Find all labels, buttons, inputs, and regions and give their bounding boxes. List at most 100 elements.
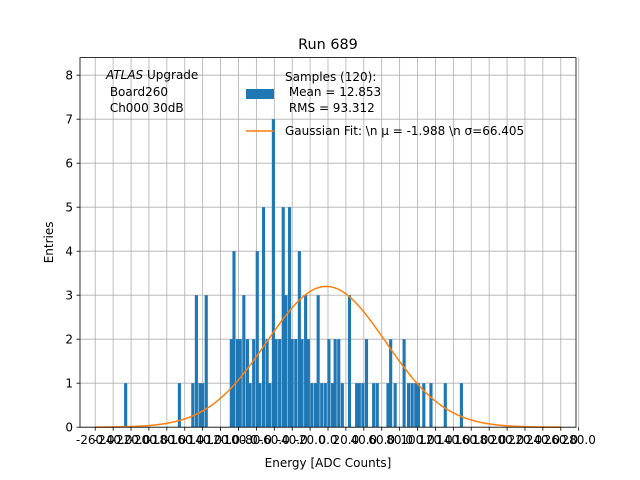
legend-fit-label: Gaussian Fit: \n μ = -1.988 \n σ=66.405	[285, 124, 524, 138]
legend: Samples (120): Mean = 12.853 RMS = 93.31…	[246, 70, 524, 138]
histogram-bars	[124, 119, 463, 428]
atlas-word: ATLAS	[105, 68, 144, 82]
x-tick-label: -240.0	[94, 433, 133, 447]
histogram-bar	[310, 383, 314, 428]
x-tick-label: -180.0	[148, 433, 187, 447]
histogram-bar	[287, 207, 292, 428]
histogram-bar	[416, 383, 420, 428]
histogram-bar	[258, 383, 262, 428]
histogram-bar	[364, 339, 369, 428]
histogram-bar	[242, 295, 246, 428]
histogram-bar	[389, 339, 393, 428]
histogram-bar	[357, 383, 361, 428]
legend-samples-patch	[246, 89, 274, 99]
y-tick-label: 8	[65, 69, 73, 83]
histogram-bar	[204, 295, 208, 428]
histogram-bar	[177, 383, 181, 428]
histogram-bar	[265, 339, 269, 428]
y-tick-label: 4	[65, 245, 73, 259]
x-tick-label: 0.0	[318, 433, 337, 447]
histogram-bar	[268, 383, 272, 428]
chart-title: Run 689	[298, 37, 358, 53]
histogram-bar	[361, 383, 365, 428]
histogram-bar	[229, 339, 233, 428]
atlas-annotation: ATLAS Upgrade Board260 Ch000 30dB	[105, 68, 198, 115]
histogram-bar	[410, 383, 414, 428]
legend-samples-line-1: Samples (120):	[285, 70, 376, 84]
histogram-bar	[372, 383, 376, 428]
x-tick-label: 20.0	[333, 433, 360, 447]
histogram-bar	[198, 383, 202, 428]
histogram-bar	[201, 383, 205, 428]
histogram-bar	[347, 295, 352, 428]
x-tick-label: 280.0	[562, 433, 596, 447]
histogram-bar	[393, 383, 397, 428]
atlas-annotation-line-3: Ch000 30dB	[106, 101, 184, 115]
y-axis-ticks: 0 1 2 3 4 5 6 7 8	[65, 69, 80, 435]
x-axis-label: Energy [ADC Counts]	[265, 456, 392, 470]
legend-samples-line-2: Mean = 12.853	[285, 85, 381, 99]
x-tick-label: 140.0	[436, 433, 470, 447]
gaussian-fit-line	[95, 285, 561, 428]
histogram-bar	[316, 295, 320, 428]
histogram-bar	[402, 339, 406, 428]
atlas-annotation-line-2: Board260	[106, 85, 168, 99]
histogram-bar	[238, 339, 242, 428]
histogram-bar	[459, 383, 463, 428]
x-tick-label: 120.0	[418, 433, 452, 447]
histogram-bar	[323, 383, 327, 428]
x-tick-label: 200.0	[490, 433, 524, 447]
histogram-bar	[194, 295, 198, 428]
histogram-bar	[320, 383, 324, 428]
y-tick-label: 5	[65, 201, 73, 215]
histogram-bar	[407, 383, 411, 428]
x-tick-label: 220.0	[508, 433, 542, 447]
histogram-bar	[429, 383, 433, 428]
histogram-bar	[443, 383, 447, 428]
histogram-bar	[284, 295, 288, 428]
histogram-bar	[278, 339, 282, 428]
x-tick-label: -260.0	[76, 433, 115, 447]
x-tick-label: -120.0	[201, 433, 240, 447]
y-tick-label: 2	[65, 333, 73, 347]
histogram-bar	[330, 383, 335, 428]
histogram-bar	[274, 339, 278, 428]
x-tick-label: -200.0	[130, 433, 169, 447]
histogram-bar	[355, 383, 359, 428]
x-tick-label: 40.0	[350, 433, 377, 447]
y-axis-label: Entries	[42, 222, 56, 264]
histogram-bar	[297, 251, 301, 428]
histogram-bar	[232, 251, 236, 428]
histogram-bar	[414, 383, 418, 428]
x-tick-label: 100.0	[400, 433, 434, 447]
x-axis-ticks: -260.0-240.0-220.0-200.0-180.0-160.0-140…	[76, 427, 596, 447]
histogram-bar	[337, 339, 341, 428]
histogram-bar	[327, 339, 331, 428]
histogram-bar	[340, 383, 344, 428]
histogram-bar	[333, 339, 337, 428]
histogram-bar	[124, 383, 128, 428]
histogram-bar	[281, 207, 285, 428]
x-tick-label: -60.0	[259, 433, 290, 447]
histogram-bar	[300, 339, 304, 428]
atlas-upgrade-text: Upgrade	[143, 68, 198, 82]
histogram-bar	[271, 119, 275, 428]
histogram-bar	[306, 339, 310, 428]
x-tick-label: -220.0	[112, 433, 151, 447]
x-tick-label: 80.0	[386, 433, 413, 447]
histogram-bar	[386, 383, 390, 428]
histogram-bar	[313, 383, 318, 428]
x-tick-label: 160.0	[454, 433, 488, 447]
x-tick-label: -160.0	[165, 433, 204, 447]
y-tick-label: 3	[65, 289, 73, 303]
histogram-bar	[375, 383, 379, 428]
histogram-bar	[248, 383, 252, 428]
histogram-bar	[294, 339, 298, 428]
x-tick-label: 240.0	[526, 433, 560, 447]
x-tick-label: -100.0	[219, 433, 258, 447]
x-tick-label: -140.0	[183, 433, 222, 447]
histogram-bar	[422, 383, 426, 428]
histogram-bar	[245, 339, 249, 428]
